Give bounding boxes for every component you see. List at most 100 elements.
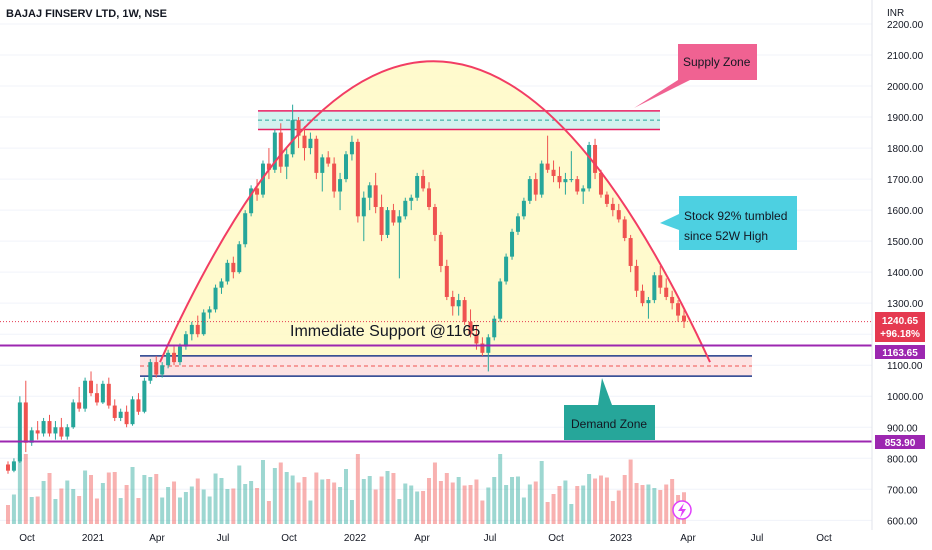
volume-bar [349,500,354,524]
volume-bar [53,499,58,524]
candle-body [124,411,129,425]
candle-body [59,427,64,437]
volume-bar [172,481,177,524]
volume-bar [575,486,580,524]
volume-bar [604,477,609,524]
candle-body [29,430,34,443]
candle-body [326,157,331,164]
y-tick-label: 1600.00 [887,206,924,217]
volume-bar [521,497,526,524]
candle-body [243,213,248,245]
candle-body [616,210,621,220]
candle-body [539,163,544,195]
volume-bar [290,475,295,524]
candle-body [148,362,153,381]
candle-body [432,207,437,235]
x-tick-label: Apr [414,533,430,544]
candle-body [474,334,479,344]
volume-bar [332,482,337,524]
candle-body [575,179,580,192]
candle-body [515,216,520,232]
y-tick-label: 600.00 [887,516,918,527]
volume-bar [587,474,592,524]
y-tick-label: 800.00 [887,454,918,465]
volume-bar [385,471,390,524]
candle-body [646,300,651,304]
demand-zone-callout: Demand Zone [564,378,655,440]
candle-body [255,188,260,195]
candle-body [581,188,586,192]
candle-body [379,207,384,235]
y-tick-label: 2000.00 [887,82,924,93]
volume-bar [296,482,301,524]
candle-body [278,132,283,167]
price-change-value: +96.18% [880,329,920,340]
volume-bar [266,501,271,524]
volume-bar [622,475,627,524]
x-tick-label: Jul [751,533,764,544]
candle-body [302,135,307,149]
volume-bar [504,485,509,524]
volume-bar [136,498,141,524]
volume-bar [231,488,236,524]
y-tick-label: 700.00 [887,485,918,496]
volume-bar [23,454,28,524]
candle-body [670,296,675,304]
volume-bar [486,487,491,524]
candle-body [551,169,556,176]
candle-body [367,185,372,198]
volume-bar [338,487,343,524]
candle-body [23,402,28,443]
volume-bar [260,460,265,524]
candle-body [373,185,378,208]
volume-bar [355,454,360,524]
volume-bar [450,482,455,524]
candle-body [415,175,420,198]
candle-body [189,324,194,335]
x-tick-label: Jul [484,533,497,544]
volume-bar [106,472,111,524]
volume-bar [409,485,414,524]
candle-body [664,287,669,297]
y-tick-label: 1100.00 [887,361,923,372]
candle-body [658,275,663,288]
supply-zone-callout: Supply Zone [634,44,757,108]
volume-bar [361,479,366,524]
volume-bar [130,467,135,524]
candle-body [112,405,117,418]
volume-bar [35,496,40,524]
candle-body [142,380,147,412]
supply-zone-label: Supply Zone [683,55,751,69]
volume-bar [278,462,283,524]
volume-bar [89,475,94,524]
candle-body [35,430,40,434]
candle-body [53,427,58,434]
volume-bar [11,494,16,524]
y-tick-label: 1400.00 [887,268,924,279]
candle-body [563,179,568,183]
volume-bar [118,498,123,524]
volume-bar [237,465,242,524]
candle-body [89,380,94,394]
candle-body [100,383,105,403]
volume-bar [148,477,153,524]
chart-title: BAJAJ FINSERV LTD, 1W, NSE [6,8,167,20]
volume-bar [593,478,598,524]
candle-body [83,380,88,409]
overlays [0,60,872,443]
volume-bars [6,454,686,524]
candle-body [468,321,473,335]
volume-bar [272,468,277,524]
volume-bar [474,479,479,524]
demand-zone-fill [140,355,752,377]
volume-bar [403,483,408,524]
candle-body [462,300,467,322]
last-price-badge: 1240.65 +96.18% [875,312,925,342]
candle-body [166,352,171,366]
volume-bar [438,481,443,524]
volume-bar [154,474,159,524]
candle-body [498,281,503,319]
volume-bar [646,484,651,524]
volume-bar [71,489,76,524]
volume-bar [498,454,503,524]
